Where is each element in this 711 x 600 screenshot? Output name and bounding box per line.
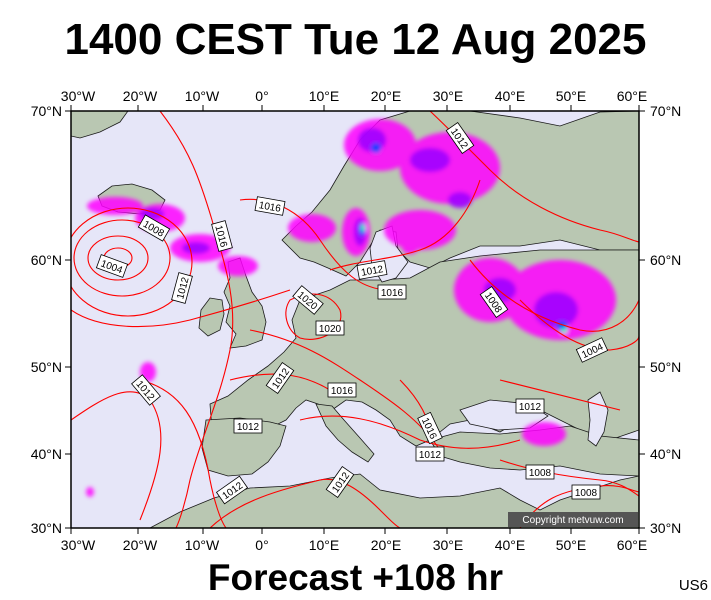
isobar-label: 1016 bbox=[331, 386, 354, 397]
land-great-britain bbox=[223, 257, 267, 349]
lon-label-top: 30°W bbox=[61, 88, 96, 104]
forecast-hour-label: Forecast +108 hr bbox=[207, 557, 504, 598]
lat-label-left: 60°N bbox=[31, 252, 62, 268]
land-ireland bbox=[198, 297, 225, 337]
lon-label-bottom: 10°W bbox=[185, 537, 220, 553]
lat-label-right: 70°N bbox=[650, 103, 681, 119]
copyright-badge: Copyright metvuw.com bbox=[508, 512, 638, 527]
lon-label-bottom: 60°E bbox=[617, 537, 648, 553]
lat-label-right: 60°N bbox=[650, 252, 681, 268]
isobar-east-1012 bbox=[499, 379, 621, 411]
right-latitude-labels: 70°N 60°N 50°N 40°N 30°N bbox=[650, 103, 681, 536]
isobar-1016-north bbox=[159, 111, 234, 528]
lon-label-top: 0° bbox=[255, 88, 268, 104]
isobar-med-1012 bbox=[299, 415, 521, 449]
land-greenland bbox=[71, 111, 129, 139]
lon-label-top: 40°E bbox=[495, 88, 526, 104]
isobar-label: 1012 bbox=[360, 264, 384, 279]
isobar-label: 1012 bbox=[519, 402, 542, 413]
lon-label-bottom: 30°W bbox=[61, 537, 96, 553]
land-italy bbox=[315, 403, 375, 463]
isobar-label: 1012 bbox=[237, 422, 260, 433]
isobar-1012 bbox=[71, 207, 193, 317]
precipitation-layer bbox=[86, 119, 616, 497]
lon-label-bottom: 0° bbox=[255, 537, 268, 553]
map-title: 1400 CEST Tue 12 Aug 2025 bbox=[64, 15, 647, 64]
copyright-text: Copyright metvuw.com bbox=[522, 515, 623, 526]
lat-label-left: 30°N bbox=[31, 520, 62, 536]
isobar-label: 1020 bbox=[319, 324, 342, 335]
bottom-longitude-labels: 30°W 20°W 10°W 0° 10°E 20°E 30°E 40°E 50… bbox=[61, 537, 647, 553]
lon-label-top: 20°W bbox=[123, 88, 158, 104]
isobar-label: 1012 bbox=[419, 450, 442, 461]
isobar-label: 1012 bbox=[409, 436, 432, 447]
lon-label-top: 30°E bbox=[433, 88, 464, 104]
lon-label-bottom: 40°E bbox=[495, 537, 526, 553]
lat-label-right: 40°N bbox=[650, 446, 681, 462]
tick-marks bbox=[65, 105, 645, 534]
map-frame bbox=[70, 110, 640, 529]
left-latitude-labels: 70°N 60°N 50°N 40°N 30°N bbox=[31, 103, 62, 536]
lat-label-left: 40°N bbox=[31, 446, 62, 462]
lon-label-bottom: 30°E bbox=[433, 537, 464, 553]
lon-label-bottom: 50°E bbox=[556, 537, 587, 553]
lat-label-left: 70°N bbox=[31, 103, 62, 119]
isobar-1012-mid bbox=[139, 379, 227, 528]
model-code: US6 bbox=[678, 577, 708, 594]
isobar-label: 1008 bbox=[529, 468, 552, 479]
isobar-label: 1016 bbox=[258, 200, 282, 215]
isobar-scandinavia bbox=[329, 179, 481, 271]
isobar-central-europe bbox=[249, 329, 441, 451]
lon-label-bottom: 20°W bbox=[123, 537, 158, 553]
lon-label-top: 20°E bbox=[371, 88, 402, 104]
isobar-label: 1008 bbox=[575, 488, 598, 499]
lon-label-bottom: 10°E bbox=[309, 537, 340, 553]
lat-label-right: 30°N bbox=[650, 520, 681, 536]
isobar-1008 bbox=[73, 219, 171, 297]
isobar-east-low-1008 bbox=[469, 259, 639, 332]
isobar-atlantic-arc bbox=[71, 289, 291, 328]
isobar-label: 1016 bbox=[381, 288, 404, 299]
land-anatolia bbox=[429, 425, 639, 477]
isobar-1004 bbox=[87, 235, 149, 281]
lat-label-right: 50°N bbox=[650, 359, 681, 375]
isobar-labels: 1008 1004 1012 1016 1016 1012 1012 1016 … bbox=[95, 121, 609, 505]
lon-label-top: 10°E bbox=[309, 88, 340, 104]
lat-label-left: 50°N bbox=[31, 359, 62, 375]
lon-label-top: 50°E bbox=[556, 88, 587, 104]
lon-label-bottom: 20°E bbox=[371, 537, 402, 553]
top-longitude-labels: 30°W 20°W 10°W 0° 10°E 20°E 30°E 40°E 50… bbox=[61, 88, 647, 104]
lon-label-top: 60°E bbox=[617, 88, 648, 104]
lon-label-top: 10°W bbox=[185, 88, 220, 104]
